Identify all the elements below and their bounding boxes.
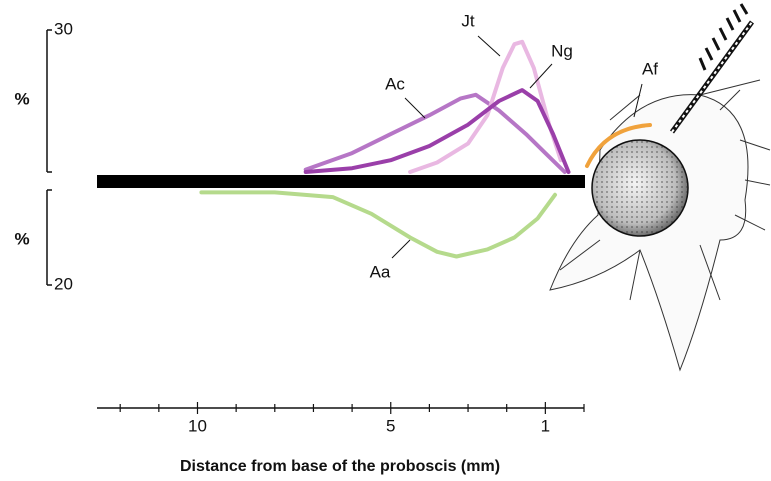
series-line [408, 39, 563, 174]
series-label: Ng [551, 41, 573, 60]
y-tick-label: 20 [54, 274, 73, 293]
series-line [199, 190, 557, 259]
leader-line [404, 97, 426, 119]
series-label: Ac [385, 74, 405, 93]
leader-line [391, 239, 411, 259]
insect-head [549, 3, 771, 372]
x-tick-label: 5 [386, 416, 395, 435]
x-tick-label: 1 [541, 416, 550, 435]
leader-line [477, 35, 501, 57]
proboscis [97, 175, 585, 188]
y-axis-label: % [14, 229, 29, 248]
leader-line [633, 83, 643, 118]
leader-line [529, 63, 553, 89]
y-tick-label: 30 [54, 19, 73, 38]
y-axis-label: % [14, 89, 29, 108]
x-tick-label: 10 [188, 416, 207, 435]
series-label: Jt [461, 11, 475, 30]
series-label: Aa [370, 262, 391, 281]
annotation: Af [642, 59, 658, 78]
series-line [303, 92, 567, 174]
af-arc [585, 123, 652, 168]
x-axis-label: Distance from base of the proboscis (mm) [180, 458, 500, 475]
series-line [303, 88, 571, 174]
